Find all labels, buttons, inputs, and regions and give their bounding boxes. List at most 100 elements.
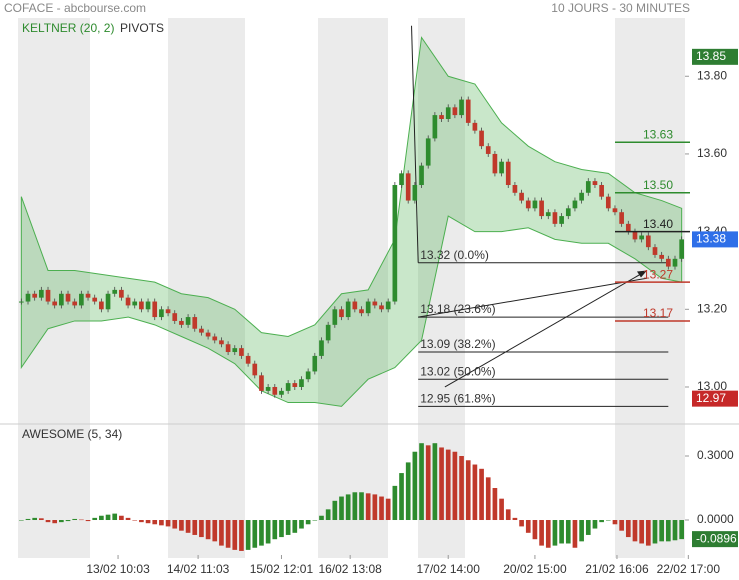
awesome-bar bbox=[672, 520, 678, 541]
awesome-bar bbox=[452, 451, 458, 521]
awesome-bar bbox=[145, 520, 151, 524]
candle bbox=[192, 317, 198, 329]
awesome-bar bbox=[492, 488, 498, 521]
candle bbox=[179, 320, 184, 325]
y-tick-label: 0.0000 bbox=[697, 512, 734, 526]
awesome-bar bbox=[332, 500, 338, 521]
y-tick-label: 13.60 bbox=[697, 146, 727, 160]
awesome-bar bbox=[72, 518, 78, 521]
awesome-bar bbox=[379, 496, 384, 521]
fib-label: 12.95 (61.8%) bbox=[420, 392, 495, 406]
price-tag-label: 13.85 bbox=[696, 49, 726, 63]
awesome-bar bbox=[185, 520, 191, 533]
awesome-bar bbox=[565, 520, 571, 544]
awesome-bar bbox=[32, 517, 38, 521]
day-band bbox=[168, 18, 245, 558]
arrow-line bbox=[444, 270, 648, 388]
awesome-bar bbox=[419, 443, 424, 521]
awesome-bar bbox=[312, 520, 318, 521]
candle bbox=[392, 185, 398, 302]
day-band bbox=[18, 18, 90, 558]
price-tag-label: -0.0896 bbox=[696, 531, 737, 545]
candle bbox=[152, 301, 158, 318]
candle bbox=[605, 196, 611, 209]
candle bbox=[345, 301, 351, 318]
candle bbox=[465, 99, 471, 123]
candle bbox=[279, 390, 284, 395]
candle bbox=[165, 309, 171, 314]
candle bbox=[612, 208, 618, 213]
awesome-bar bbox=[525, 520, 531, 533]
awesome-bar bbox=[545, 520, 551, 548]
candle bbox=[285, 383, 291, 391]
awesome-bar bbox=[252, 520, 258, 548]
candle bbox=[639, 235, 644, 240]
awesome-bar bbox=[472, 464, 478, 521]
awesome-bar bbox=[639, 520, 644, 544]
candle bbox=[199, 328, 204, 333]
awesome-bar bbox=[559, 520, 564, 544]
price-tag bbox=[692, 531, 738, 548]
price-tag-label: 13.38 bbox=[696, 232, 726, 246]
chart-title: COFACE - abcbourse.com bbox=[4, 1, 146, 15]
indicator-label: AWESOME (5, 34) bbox=[22, 427, 122, 441]
awesome-bar bbox=[105, 514, 111, 521]
candle bbox=[512, 185, 518, 193]
awesome-bar bbox=[625, 520, 631, 538]
level-label: 13.63 bbox=[643, 127, 673, 141]
candle bbox=[452, 107, 458, 116]
awesome-bar bbox=[445, 449, 451, 521]
indicator-label: PIVOTS bbox=[120, 21, 164, 35]
awesome-bar bbox=[39, 518, 44, 521]
fib-label: 13.09 (38.2%) bbox=[420, 337, 495, 351]
candle bbox=[399, 173, 404, 186]
awesome-bar bbox=[592, 520, 598, 529]
awesome-bar bbox=[152, 520, 158, 525]
awesome-bar bbox=[132, 520, 138, 521]
level-label: 13.50 bbox=[643, 178, 673, 192]
trend-line bbox=[411, 25, 419, 263]
candle bbox=[225, 344, 231, 353]
awesome-bar bbox=[285, 520, 291, 535]
awesome-bar bbox=[292, 520, 298, 533]
awesome-bar bbox=[665, 520, 671, 542]
candle bbox=[505, 161, 511, 186]
candle bbox=[472, 122, 478, 131]
candle bbox=[545, 212, 551, 217]
x-tick-label: 22/02 17:00 bbox=[657, 562, 721, 576]
awesome-bar bbox=[612, 520, 618, 525]
candle bbox=[332, 309, 338, 325]
level-label: 13.17 bbox=[643, 306, 673, 320]
candle bbox=[112, 289, 118, 294]
candle bbox=[412, 185, 418, 201]
awesome-bar bbox=[325, 509, 331, 521]
awesome-bar bbox=[585, 520, 591, 535]
candle bbox=[119, 289, 124, 298]
candle bbox=[72, 301, 78, 306]
awesome-bar bbox=[45, 520, 51, 523]
arrow-head bbox=[636, 270, 647, 278]
candle bbox=[379, 305, 384, 310]
awesome-bar bbox=[392, 485, 398, 521]
candle bbox=[359, 309, 364, 314]
candle bbox=[599, 185, 604, 197]
awesome-bar bbox=[632, 520, 638, 542]
candle bbox=[619, 212, 624, 224]
awesome-bar bbox=[245, 520, 251, 550]
x-tick-label: 13/02 10:03 bbox=[86, 562, 150, 576]
awesome-bar bbox=[139, 520, 144, 523]
awesome-bar bbox=[212, 520, 218, 542]
candle bbox=[565, 208, 571, 217]
awesome-bar bbox=[199, 520, 204, 538]
y-tick-label: 13.00 bbox=[697, 379, 727, 393]
candle bbox=[205, 332, 211, 337]
candle bbox=[405, 173, 411, 201]
y-tick-label: 13.20 bbox=[697, 301, 727, 315]
candle bbox=[365, 301, 371, 314]
candle bbox=[32, 293, 38, 298]
candle bbox=[99, 301, 104, 310]
candle bbox=[325, 324, 331, 341]
candle bbox=[539, 200, 544, 217]
candle bbox=[125, 297, 131, 306]
awesome-bar bbox=[405, 462, 411, 521]
